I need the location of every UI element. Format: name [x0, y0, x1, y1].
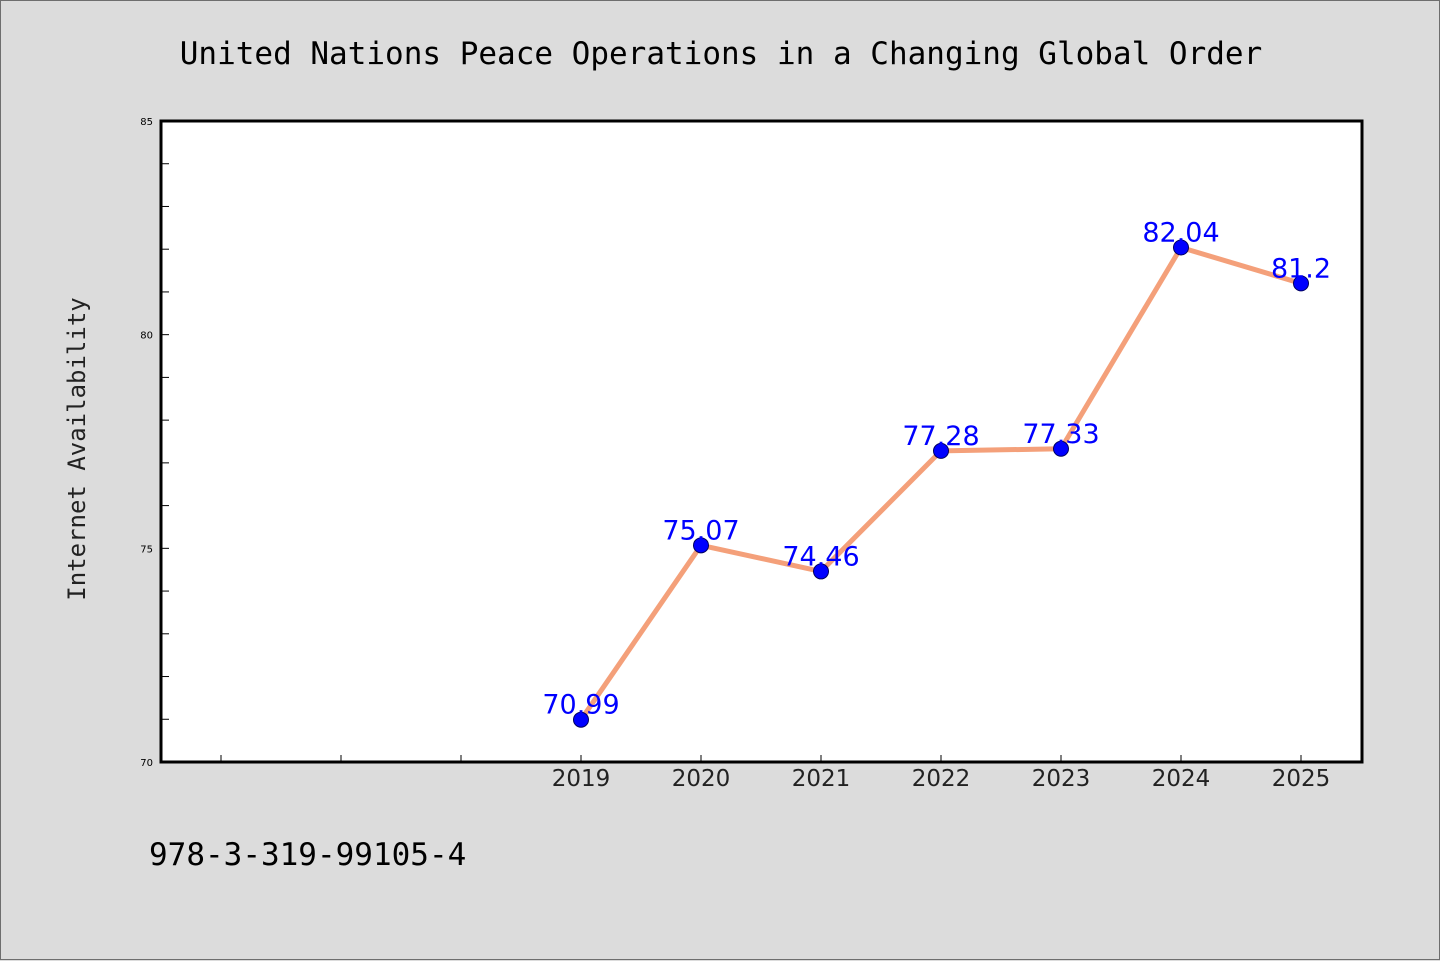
x-tick-label: 2022 [912, 766, 971, 792]
x-tick-label: 2023 [1032, 766, 1091, 792]
x-tick-label: 2024 [1152, 766, 1211, 792]
data-labels: 70.99 75.07 74.46 77.28 77.33 82.04 81.2 [542, 217, 1331, 720]
data-label: 81.2 [1271, 253, 1331, 284]
data-point [693, 537, 709, 554]
data-label: 77.28 [902, 421, 979, 452]
data-label: 77.33 [1022, 419, 1099, 450]
y-tick-label: 75 [140, 544, 153, 555]
isbn-text: 978-3-319-99105-4 [149, 837, 466, 873]
data-point [933, 442, 949, 459]
data-points [573, 239, 1309, 728]
x-tick-label: 2025 [1272, 766, 1331, 792]
plot-area [161, 121, 1362, 762]
x-tick-label: 2020 [672, 766, 731, 792]
y-tick-label: 80 [140, 331, 153, 342]
data-point [813, 563, 829, 580]
data-point [573, 711, 589, 728]
data-label: 74.46 [782, 541, 859, 572]
data-label: 75.07 [662, 515, 739, 546]
x-tick-label: 2021 [792, 766, 851, 792]
plot-border [159, 119, 1364, 764]
data-point [1053, 440, 1069, 457]
y-axis-label: Internet Availability [63, 297, 91, 600]
x-axis: 2019 2020 2021 2022 2023 2024 2025 [220, 755, 1331, 792]
y-tick-label: 85 [140, 117, 153, 128]
x-tick-label: 2019 [552, 766, 611, 792]
data-label: 82.04 [1142, 217, 1219, 248]
data-point [1293, 275, 1309, 292]
chart-title: United Nations Peace Operations in a Cha… [180, 36, 1263, 72]
y-tick-label: 70 [140, 758, 153, 769]
data-point [1173, 239, 1189, 256]
data-label: 70.99 [542, 690, 619, 721]
